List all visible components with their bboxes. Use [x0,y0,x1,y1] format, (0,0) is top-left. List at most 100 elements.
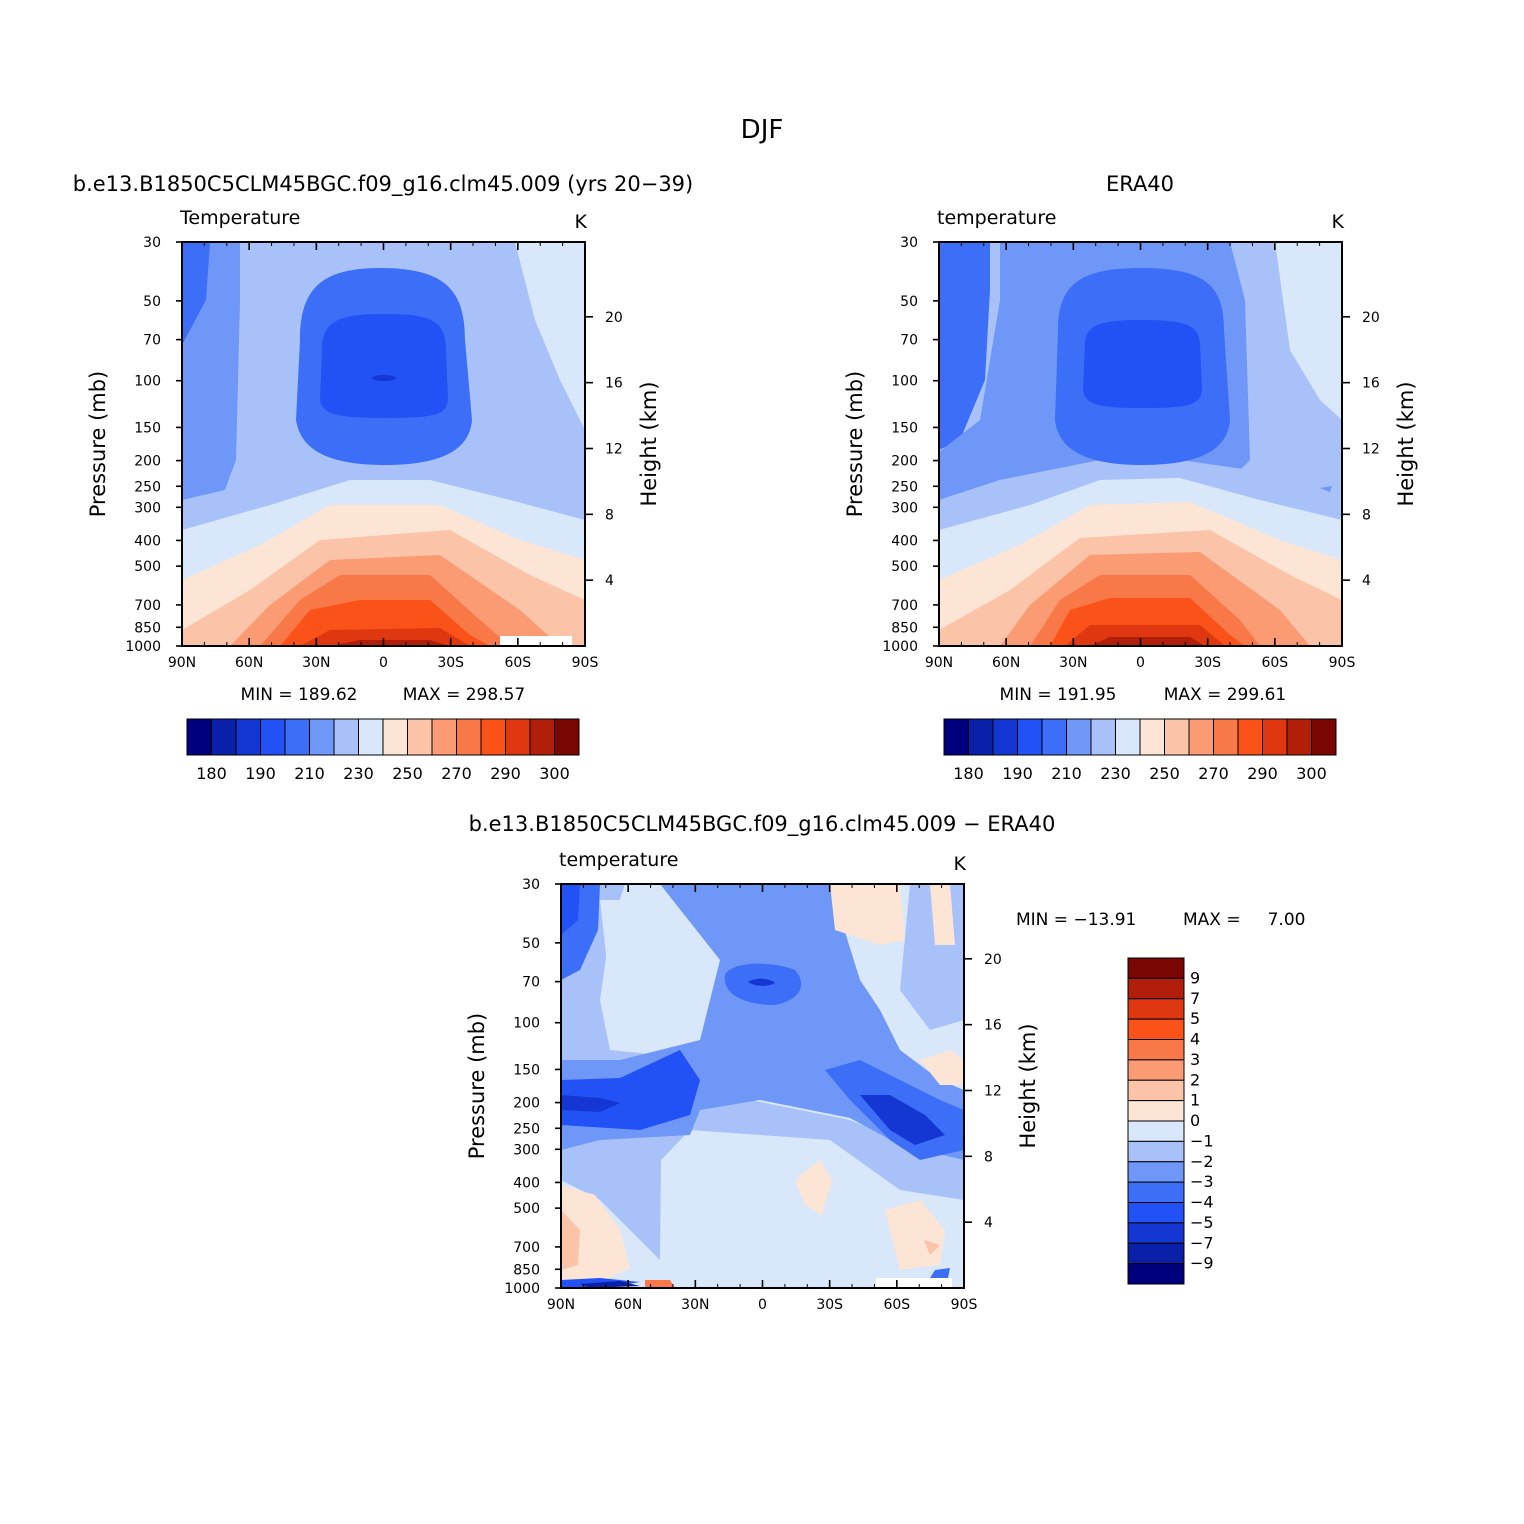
colorbar-label: 300 [1296,764,1327,783]
diff-fill-sh-warm-strat2 [930,884,955,945]
colorbar-swatch [943,718,969,756]
colorbar-swatch [1127,1263,1185,1285]
x-tick-label: 0 [379,655,388,671]
x-tick-label: 60N [614,1297,642,1313]
pressure-tick-label: 200 [891,454,918,470]
model-ylabel: Pressure (mb) [86,371,110,518]
height-tick-label: 16 [1362,376,1380,392]
diff-fill-trop-cold-core [748,978,775,986]
figure-title: DJF [741,115,784,145]
pressure-tick-label: 850 [513,1262,540,1278]
colorbar-swatch [1286,718,1312,756]
colorbar-swatch [260,718,286,756]
pressure-tick-label: 700 [134,598,161,614]
pressure-tick-label: 30 [522,877,540,893]
x-tick-label: 90S [1329,655,1356,671]
model-missing-data [500,636,572,646]
colorbar-swatch [1041,718,1067,756]
diff-fill-nh-warm-low2 [561,1210,580,1270]
colorbar-swatch [1188,718,1214,756]
height-tick-label: 12 [1362,441,1380,457]
pressure-tick-label: 500 [891,559,918,575]
pressure-tick-label: 70 [143,333,161,349]
colorbar-swatch [1127,1222,1185,1244]
pressure-tick-label: 250 [891,479,918,495]
pressure-tick-label: 150 [891,420,918,436]
colorbar-swatch [431,718,457,756]
diff-fill-surface-warm [645,1280,675,1288]
height-tick-label: 4 [605,573,614,589]
colorbar-swatch [1127,1181,1185,1203]
x-tick-label: 90S [951,1297,978,1313]
obs-fill-small-patch [1320,486,1332,492]
obs-fill-warm6 [1090,637,1205,646]
colorbar-swatch [1127,1140,1185,1163]
height-tick-label: 8 [984,1149,993,1165]
pressure-tick-label: 1000 [504,1281,540,1297]
colorbar-label: −5 [1190,1213,1214,1232]
x-tick-label: 30S [437,655,464,671]
colorbar-swatch [1213,718,1239,756]
height-tick-label: 20 [984,952,1002,968]
obs-field-label: temperature [937,207,1056,229]
height-tick-label: 20 [605,310,623,326]
diff-panel-title: b.e13.B1850C5CLM45BGC.f09_g16.clm45.009 … [469,812,1056,837]
x-tick-label: 60N [992,655,1020,671]
colorbar-swatch [1017,718,1043,756]
diff-fill-surface-colder [580,1281,640,1288]
x-tick-label: 60S [883,1297,910,1313]
colorbar-label: 190 [245,764,276,783]
model-colorbar: 180 190 210 230 250 270 290 300 [186,718,580,783]
pressure-tick-label: 300 [134,500,161,516]
colorbar-swatch [554,718,580,756]
colorbar-label: 180 [196,764,227,783]
colorbar-swatch [1164,718,1190,756]
colorbar-swatch [1127,1059,1185,1081]
diff-axes: 90N 60N 30N 0 30S 60S 90S 30 50 70 100 150 200 250 300… [504,877,1002,1313]
obs-colorbar: 180 190 210 230 250 270 290 300 [943,718,1337,783]
obs-axes: 90N 60N 30N 0 30S 60S 90S 30 50 70 100 150 200 250 300… [882,235,1380,671]
colorbar-swatch [1115,718,1141,756]
colorbar-swatch [968,718,994,756]
colorbar-swatch [456,718,482,756]
obs-fill-tropopause-colder [1083,320,1202,408]
height-tick-label: 8 [1362,507,1371,523]
colorbar-label: 0 [1190,1111,1200,1130]
pressure-tick-label: 30 [900,235,918,251]
x-tick-label: 90N [925,655,953,671]
pressure-tick-label: 100 [134,374,161,390]
colorbar-label: 7 [1190,989,1200,1008]
pressure-tick-label: 30 [143,235,161,251]
model-fill-sh-warm [515,242,585,430]
height-tick-label: 16 [984,1018,1002,1034]
height-tick-label: 8 [605,507,614,523]
colorbar-swatch [358,718,384,756]
colorbar-swatch [1090,718,1116,756]
x-tick-label: 30N [1059,655,1087,671]
x-tick-label: 60S [1261,655,1288,671]
model-fill-tropopause-coldest [372,375,396,381]
colorbar-swatch [407,718,433,756]
x-tick-label: 30S [816,1297,843,1313]
diff-fill-tropics-warm [795,1160,832,1215]
colorbar-label: 210 [1051,764,1082,783]
diff-units: K [954,853,967,875]
model-fill-warm6 [330,640,450,646]
colorbar-label: 4 [1190,1030,1200,1049]
colorbar-swatch [1127,977,1185,1000]
pressure-tick-label: 150 [513,1062,540,1078]
diff-max-label: MAX = 7.00 [1183,910,1305,930]
colorbar-swatch [1127,1100,1185,1122]
x-tick-label: 90S [572,655,599,671]
obs-ylabel-right: Height (km) [1394,381,1418,506]
x-tick-label: 30S [1194,655,1221,671]
colorbar-label: 270 [441,764,472,783]
diff-colorbar: 9 75 432 10−1 −2−3 −4−5−7 −9 [1127,957,1214,1285]
colorbar-label: 230 [1100,764,1131,783]
colorbar-swatch [235,718,261,756]
obs-fill-sh-warm [1275,242,1342,420]
colorbar-label: −2 [1190,1152,1214,1171]
colorbar-label: 250 [392,764,423,783]
model-min-label: MIN = 189.62 [241,685,358,705]
